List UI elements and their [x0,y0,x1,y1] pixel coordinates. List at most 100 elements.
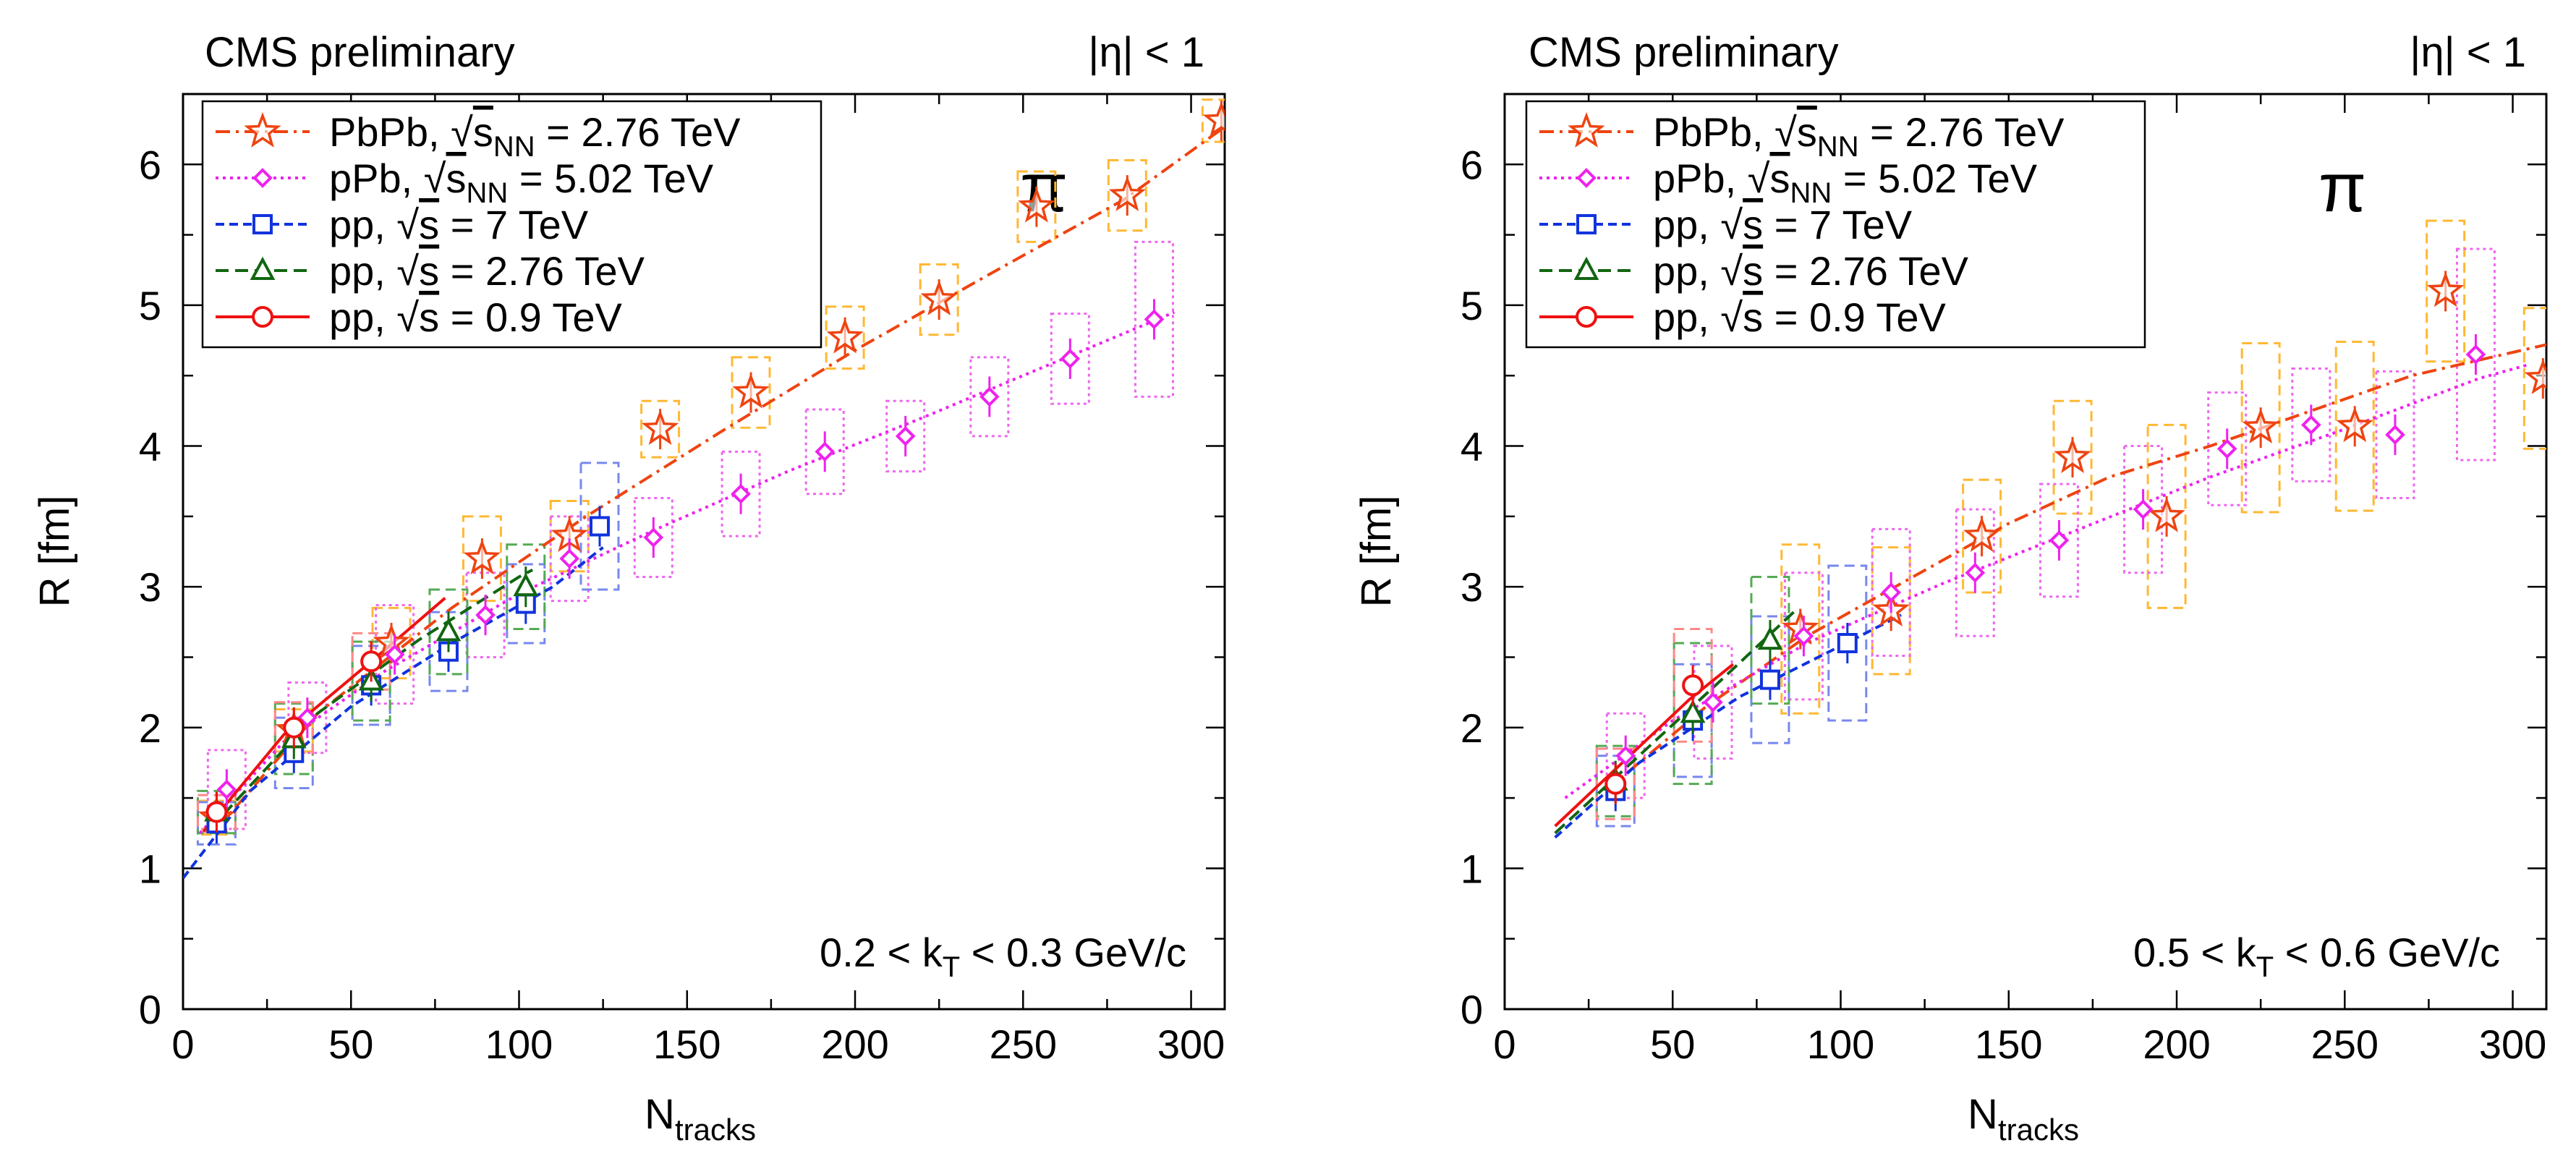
left-x-axis-label-main: N [645,1091,675,1138]
left-x-tick-label: 100 [485,1021,553,1067]
right-x-axis-label: Ntracks [1968,1091,2079,1147]
right-legend-collision-pp7: pp, [1653,202,1720,247]
ppb-syst-box [549,515,590,603]
pbpb-syst-box [825,305,865,370]
pp09-point [205,801,228,823]
left-legend-label-pp7: pp, √s = 7 TeV [329,202,589,247]
pbpb-point [1108,176,1146,211]
pbpb-point [2242,408,2279,444]
pbpb-fit-curve [1604,343,2546,792]
right-x-axis-label-main: N [1968,1091,1998,1138]
pbpb-syst-box [1780,543,1821,715]
pp276-point [1757,626,1783,650]
ppb-point [731,483,751,504]
left-kt-label: 0.2 < kT < 0.3 GeV/c [820,930,1186,983]
left-legend-marker-pp09 [252,306,273,328]
ppb-point [1793,626,1814,647]
ppb-syst-box [1783,571,1824,701]
pp7-syst-box [579,462,620,591]
left-title: CMS preliminary [205,29,515,76]
pp09-point [360,650,383,673]
right-legend-energy-pp276: = 2.76 TeV [1763,248,1969,294]
pbpb-point [1018,187,1055,223]
pbpb-point [732,373,770,409]
right-legend-root-ppb: √ [1748,156,1770,201]
right-legend-root-pp276: √ [1720,248,1743,294]
pp276-point [513,572,539,597]
right-legend-root-pp09: √ [1720,294,1743,340]
right-legend-collision-pp276: pp, [1653,248,1720,294]
right-legend-sqrt-pp09: s [1743,294,1763,340]
pp7-point [1837,633,1858,653]
pbpb-point [2336,407,2373,443]
ppb-syst-box [2207,391,2248,506]
left-x-tick-label: 50 [328,1021,373,1067]
ppb-point [1965,562,1986,583]
right-legend-collision-pp09: pp, [1653,294,1720,340]
right-kt-prefix: 0.5 < k [2133,930,2257,975]
right-y-tick-label: 3 [1461,564,1483,610]
right-x-tick-label: 250 [2311,1021,2379,1067]
left-y-tick-label: 4 [139,424,161,469]
right-legend-sqrt-pp276: s [1743,248,1763,294]
left-legend-energy-pp276: = 2.76 TeV [439,248,645,294]
right-title: CMS preliminary [1529,29,1839,76]
left-legend-energy-pp7: = 7 TeV [439,202,589,247]
pp09-point [1682,674,1704,697]
left-x-tick-label: 300 [1157,1021,1225,1067]
left-legend-label-ppb: pPb, √sNN = 5.02 TeV [329,156,714,209]
left-legend-label-pp276: pp, √s = 2.76 TeV [329,248,645,294]
right-legend-sub-ppb: NN [1790,177,1832,209]
left-axis-tick-labels: 0 50 100 150 200 250 300 0 1 2 3 4 5 6 [139,142,1225,1067]
right-plot-area [1554,219,2546,839]
ppb-point [1703,692,1723,713]
right-x-tick-label: 100 [1807,1021,1874,1067]
ppb-point [979,386,1000,407]
pbpb-syst-box [919,263,959,336]
pp276-syst-box [1672,642,1713,786]
ppb-syst-box [804,408,845,496]
right-legend-marker-ppb [1576,168,1597,188]
left-legend-sqrt-pp09: s [419,294,439,340]
right-legend-label-pbpb: PbPb, √sNN = 2.76 TeV [1653,109,2065,163]
right-x-axis-label-sub: tracks [1998,1113,2079,1147]
ppb-fit-curve [1564,362,2530,799]
ppb-point [2465,344,2486,365]
right-legend-collision-ppb: pPb, [1653,156,1748,201]
right-x-tick-label: 0 [1493,1021,1516,1067]
left-legend-collision-ppb: pPb, [329,156,424,201]
ppb-point [216,779,237,800]
left-plot-area [183,98,1225,880]
left-legend-root-pp09: √ [396,294,419,340]
right-legend-marker-pp276 [1573,256,1599,280]
pp09-point [283,716,305,739]
left-legend-label-pbpb: PbPb, √sNN = 2.76 TeV [329,109,741,163]
right-kt-suffix: < 0.6 GeV/c [2274,930,2500,975]
ppb-syst-box [2291,367,2331,483]
pp7-syst-box [1750,615,1790,744]
right-eta-label: |η| < 1 [2410,29,2526,76]
right-legend-marker-pbpb [1568,111,1605,148]
right-x-tick-label: 50 [1650,1021,1695,1067]
pp276-fit-curve [208,569,534,830]
left-legend-marker-pbpb [244,111,281,148]
pp09-syst-box [1595,747,1636,820]
pbpb-point [2426,271,2465,307]
left-legend-root-ppb: √ [424,156,446,201]
ppb-syst-box [1955,508,1995,637]
ppb-point [2049,530,2070,551]
pbpb-point [1963,517,2001,552]
right-x-tick-label: 150 [1975,1021,2042,1067]
left-plot-frame [182,93,1226,1011]
right-legend-sub-pbpb: NN [1817,131,1859,163]
left-kt-sub: T [943,951,960,983]
right-legend-label-pp276: pp, √s = 2.76 TeV [1653,248,1969,294]
right-legend-label-ppb: pPb, √sNN = 5.02 TeV [1653,156,2038,209]
ppb-point [2133,499,2154,519]
left-x-axis-label: Ntracks [645,1091,756,1147]
pbpb-syst-box [2240,341,2281,514]
ppb-syst-box [1871,527,1911,658]
right-y-tick-label: 2 [1461,705,1483,751]
right-legend-root-pbpb: √ [1774,109,1797,155]
